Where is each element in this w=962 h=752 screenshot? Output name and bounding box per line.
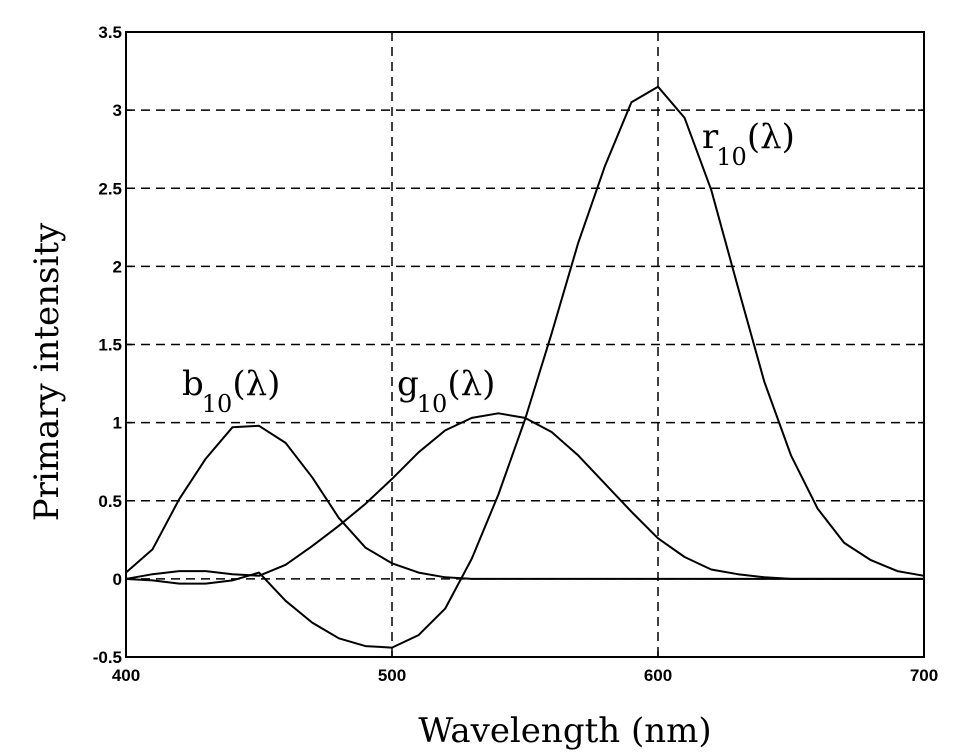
x-tick-label: 400 bbox=[112, 666, 140, 685]
y-tick-label: 2 bbox=[113, 257, 122, 276]
curve-r10 bbox=[125, 85, 925, 649]
x-tick-label: 700 bbox=[910, 666, 938, 685]
y-tick-label: 2.5 bbox=[98, 179, 122, 198]
y-tick-label: 0.5 bbox=[98, 492, 122, 511]
x-axis-title: Wavelength (nm) bbox=[418, 711, 711, 751]
x-tick-label: 600 bbox=[644, 666, 672, 685]
y-tick-label: 3.5 bbox=[98, 23, 122, 42]
data-curves bbox=[125, 85, 925, 649]
y-axis-ticks: -0.5 0 0.5 1 1.5 2 2.5 3 3.5 bbox=[93, 23, 924, 667]
curve-label-r: r10(λ) bbox=[702, 117, 795, 171]
y-axis-title: Primary intensity bbox=[27, 222, 67, 521]
curve-b10 bbox=[125, 424, 924, 580]
curve-label-b: b10(λ) bbox=[182, 364, 280, 418]
curve-g10 bbox=[125, 412, 924, 580]
curve-label-g: g10(λ) bbox=[397, 364, 495, 418]
y-tick-label: 1.5 bbox=[98, 336, 122, 355]
y-tick-label: 1 bbox=[113, 414, 122, 433]
y-tick-label: 3 bbox=[113, 101, 122, 120]
y-tick-label: -0.5 bbox=[93, 648, 122, 667]
x-axis-ticks: 400 500 600 700 bbox=[112, 651, 938, 685]
x-tick-label: 500 bbox=[378, 666, 406, 685]
y-tick-label: 0 bbox=[113, 570, 122, 589]
grid-lines bbox=[126, 32, 924, 657]
curve-labels: r10(λ) g10(λ) b10(λ) bbox=[182, 117, 795, 418]
